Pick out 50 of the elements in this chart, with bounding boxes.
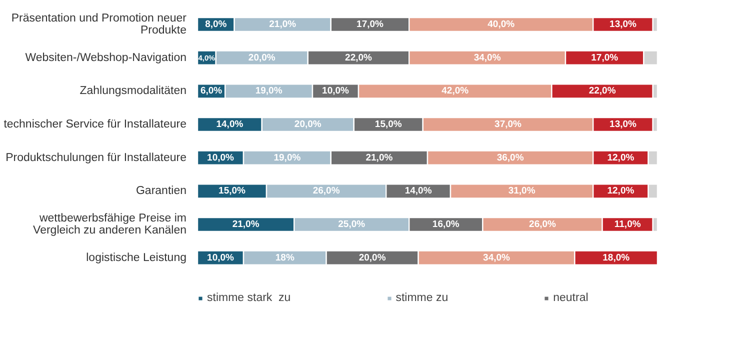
- data-label: 22,0%: [345, 52, 373, 64]
- data-label: 12,0%: [607, 152, 635, 164]
- data-label: 20,0%: [248, 52, 276, 64]
- data-label: 10,0%: [322, 86, 350, 97]
- legend-label: stimme stark zu: [207, 292, 291, 304]
- legend-label: neutral: [553, 292, 588, 304]
- data-label: 22,0%: [588, 86, 616, 97]
- y-tick-label: logistische Leistung: [86, 252, 187, 264]
- y-tick-label: Produktschulungen für Installateure: [6, 152, 187, 164]
- y-tick-label: technischer Service für Installateure: [4, 118, 187, 130]
- data-label: 20,0%: [358, 252, 386, 264]
- data-label: 6,0%: [200, 86, 223, 97]
- data-label: 11,0%: [614, 219, 642, 230]
- data-label: 25,0%: [338, 219, 366, 230]
- data-label: 18,0%: [602, 252, 630, 264]
- data-label: 13,0%: [610, 19, 638, 30]
- y-tick-label: Websiten-/Webshop-Navigation: [25, 52, 187, 64]
- data-label: 8,0%: [205, 19, 228, 30]
- data-label: 21,0%: [232, 219, 260, 230]
- y-tick-label: Präsentation und Promotion neuer Produkte: [11, 12, 187, 36]
- data-label: 36,0%: [496, 152, 524, 164]
- data-label: 13,0%: [610, 119, 638, 130]
- y-tick-label: Zahlungsmodalitäten: [80, 85, 187, 98]
- data-label: 10,0%: [207, 252, 235, 264]
- data-label: 37,0%: [494, 119, 522, 130]
- data-label: 17,0%: [356, 19, 384, 30]
- data-label: 20,0%: [294, 119, 322, 130]
- legend-label: stimme zu: [396, 292, 448, 304]
- y-tick-label: Garantien: [136, 185, 187, 198]
- data-label: 21,0%: [269, 19, 297, 30]
- data-label: 18%: [275, 252, 295, 264]
- y-tick-label: wettbewerbsfähige Preise im Vergleich zu anderen Kanälen: [33, 212, 187, 236]
- data-label: 42,0%: [442, 86, 470, 97]
- data-label: 31,0%: [508, 186, 536, 197]
- data-label: 19,0%: [274, 152, 302, 164]
- data-label: 34,0%: [474, 52, 502, 64]
- data-label: 17,0%: [591, 52, 619, 64]
- data-label: 40,0%: [488, 19, 516, 30]
- data-label: 14,0%: [216, 119, 244, 130]
- data-label: 26,0%: [312, 186, 340, 197]
- data-label: 26,0%: [529, 219, 557, 230]
- data-label: 16,0%: [432, 219, 460, 230]
- data-label: 21,0%: [366, 152, 394, 164]
- data-label: 10,0%: [207, 152, 235, 164]
- data-label: 15,0%: [218, 186, 246, 197]
- data-label: 14,0%: [404, 186, 432, 197]
- data-label: 12,0%: [607, 186, 635, 197]
- data-label: 15,0%: [374, 119, 402, 130]
- data-label: 34,0%: [483, 252, 511, 264]
- data-label: 19,0%: [255, 86, 283, 97]
